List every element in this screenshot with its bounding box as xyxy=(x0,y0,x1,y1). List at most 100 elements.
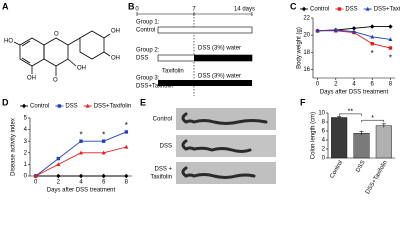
annotation: * xyxy=(371,115,374,122)
group-name: DSS xyxy=(136,56,148,62)
group-label: Group 2: xyxy=(136,48,160,54)
y-tick-label: 6 xyxy=(322,129,326,135)
y-tick-label: 2 xyxy=(322,147,326,153)
structure xyxy=(13,30,111,76)
timeline-bar xyxy=(158,80,252,86)
group-name: Control xyxy=(136,28,155,34)
atom-label: OH xyxy=(27,76,36,82)
y-tick-label: 18 xyxy=(303,50,310,56)
x-tick-label: Control xyxy=(329,160,344,180)
image-label: Control xyxy=(153,117,172,123)
x-tick-label: 2 xyxy=(334,82,338,88)
image-label: DSS + xyxy=(154,167,172,173)
legend-label: Control xyxy=(30,104,49,110)
y-tick-label: 22 xyxy=(303,16,310,22)
marker xyxy=(388,37,393,42)
annotation: ** xyxy=(348,109,354,116)
bar-label: DSS (3%) water xyxy=(198,46,241,52)
marker xyxy=(79,139,83,143)
marker xyxy=(388,46,393,50)
atom-label: HO xyxy=(4,39,13,45)
x-tick-label: DSS xyxy=(355,160,366,174)
marker xyxy=(101,150,106,155)
y-tick-label: 8 xyxy=(322,120,326,126)
legend-label: Control xyxy=(310,7,329,13)
image-label: Taxifolin xyxy=(150,175,172,181)
atom-label: OH xyxy=(77,66,86,72)
marker xyxy=(124,173,129,179)
y-tick-label: 5 xyxy=(24,116,28,122)
marker xyxy=(56,173,61,179)
y-axis-label: Body weight (g) xyxy=(297,27,303,69)
x-tick-label: 6 xyxy=(102,180,106,186)
group-name: DSS+Taxifolin xyxy=(136,84,174,90)
legend-marker xyxy=(337,7,342,11)
legend-marker xyxy=(57,104,62,108)
y-tick-label: 0 xyxy=(24,174,28,180)
image-label: DSS xyxy=(160,144,172,150)
bar xyxy=(331,117,348,159)
y-tick-label: 0 xyxy=(322,156,326,162)
significance-bracket xyxy=(361,119,385,123)
marker xyxy=(101,139,106,143)
y-axis-label: Disease activity index xyxy=(11,118,17,176)
atom-label: OH xyxy=(111,29,120,35)
annotation: * xyxy=(389,53,392,62)
legend-marker xyxy=(85,103,90,108)
marker xyxy=(124,144,129,149)
x-axis-label: Days after DSS treatment xyxy=(47,188,116,194)
marker xyxy=(333,27,338,32)
marker xyxy=(78,173,84,179)
bar-label: DSS (3%) water xyxy=(198,74,241,80)
marker xyxy=(101,173,106,179)
atom-label: O xyxy=(53,78,58,84)
panel-letter: C xyxy=(290,1,297,11)
figure: A B C D E F OH OH HO O OH OH O 0 7 14 da… xyxy=(2,1,400,196)
x-tick-label: 8 xyxy=(125,180,129,186)
timeline-tick: 0 xyxy=(135,7,139,13)
marker xyxy=(351,26,357,31)
annotation: * xyxy=(102,131,105,140)
y-tick-label: 2 xyxy=(24,150,28,156)
marker xyxy=(388,24,393,29)
y-tick-label: 4 xyxy=(24,127,28,133)
marker xyxy=(33,173,38,178)
annotation: * xyxy=(125,121,128,130)
group-label: Group 3: xyxy=(136,76,160,82)
y-tick-label: 20 xyxy=(303,33,310,39)
legend-marker xyxy=(365,6,370,11)
marker xyxy=(56,162,61,166)
panel-letter: F xyxy=(300,97,306,107)
legend-marker xyxy=(21,103,27,109)
y-tick-label: 1 xyxy=(24,162,28,168)
panel-letter: A xyxy=(2,1,9,11)
marker xyxy=(370,24,375,29)
x-axis-label: Days after DSS treatment xyxy=(320,90,389,96)
timeline-bar xyxy=(157,26,253,34)
legend-marker xyxy=(301,6,307,12)
bar-label: Taxifolin xyxy=(162,69,184,75)
x-tick-label: 4 xyxy=(79,180,83,186)
x-tick-label: 0 xyxy=(34,180,38,186)
bar xyxy=(353,133,370,159)
marker xyxy=(315,28,320,33)
colon-photo xyxy=(176,108,276,184)
marker xyxy=(370,34,375,39)
marker xyxy=(352,29,356,34)
x-tick-label: 2 xyxy=(57,180,61,186)
significance-bracket xyxy=(338,113,362,116)
y-tick-label: 3 xyxy=(24,139,28,145)
marker xyxy=(124,130,129,134)
y-tick-label: 4 xyxy=(322,138,326,144)
y-tick-label: 16 xyxy=(303,67,310,73)
x-tick-label: DSS+Taxifolin xyxy=(365,160,389,196)
timeline-tick: 14 days xyxy=(234,7,255,13)
x-tick-label: 0 xyxy=(316,82,320,88)
legend-label: DSS xyxy=(65,104,77,110)
legend-label: DSS xyxy=(345,7,357,13)
timeline-tick: 7 xyxy=(192,7,196,13)
annotation: * xyxy=(79,131,82,140)
marker xyxy=(79,150,83,155)
annotation: * xyxy=(371,49,374,58)
x-tick-label: 8 xyxy=(389,82,393,88)
